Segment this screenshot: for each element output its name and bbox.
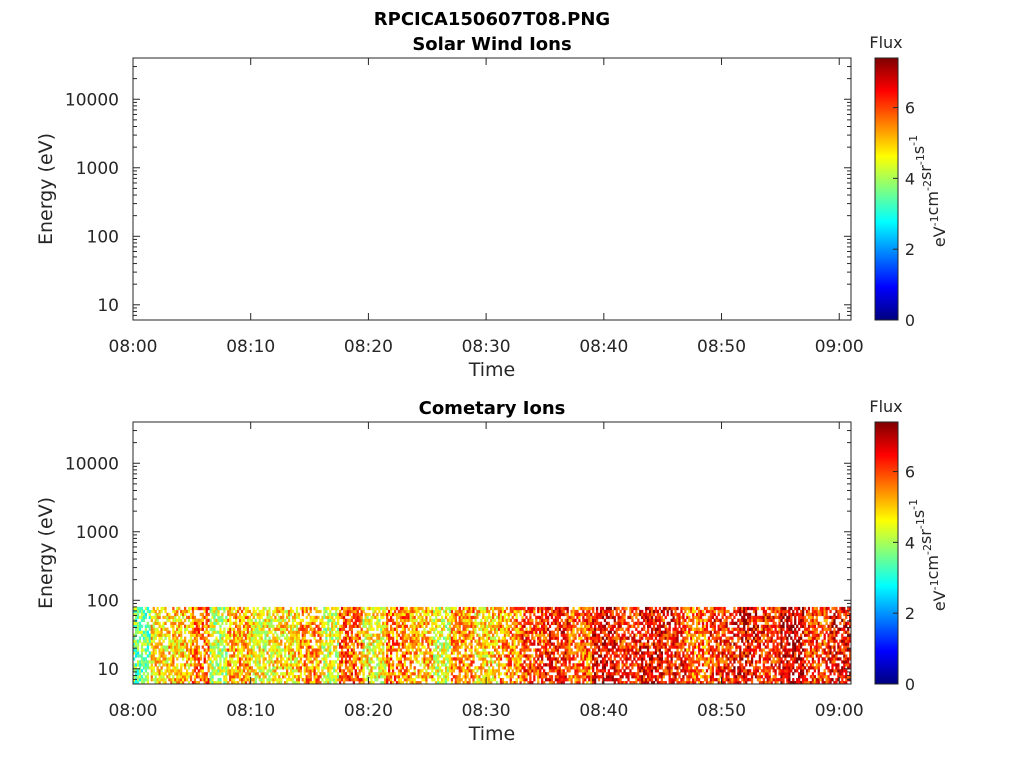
x-tick-label: 09:00 — [815, 337, 864, 357]
flux-block — [521, 606, 546, 685]
x-tick-label: 08:10 — [226, 701, 275, 721]
x-tick-label: 09:00 — [815, 701, 864, 721]
flux-block — [321, 606, 340, 685]
flux-block — [592, 606, 616, 685]
flux-block — [709, 606, 734, 685]
flux-block — [150, 606, 169, 685]
colorbar-unit-label: eV-1cm-2sr-1s-1 — [907, 499, 949, 611]
colorbar-title: Flux — [869, 397, 902, 416]
x-tick-label: 08:30 — [462, 701, 511, 721]
flux-block — [615, 606, 640, 685]
x-tick-label: 08:00 — [109, 701, 158, 721]
flux-block — [362, 606, 387, 685]
spectrogram-data — [133, 606, 852, 685]
panel-cometary: Cometary Ions 10 100 1000 10000 08:00 08:10 08:… — [35, 397, 949, 745]
flux-block — [227, 606, 251, 685]
flux-block — [433, 606, 452, 685]
panel-title: Cometary Ions — [419, 398, 566, 419]
y-axis-label: Energy (eV) — [35, 497, 57, 609]
flux-block — [338, 606, 363, 685]
flux-block — [639, 606, 663, 685]
flux-block — [827, 606, 852, 685]
flux-block — [250, 606, 275, 685]
flux-block — [450, 606, 475, 685]
y-tick-label: 10000 — [65, 454, 119, 474]
x-tick-label: 08:50 — [697, 337, 746, 357]
flux-block — [497, 606, 522, 685]
colorbar-tick-label: 2 — [905, 240, 915, 259]
colorbar-tick-label: 4 — [905, 533, 915, 552]
colorbar-tick-label: 6 — [905, 99, 915, 118]
colorbar-title: Flux — [869, 33, 902, 52]
flux-block — [274, 606, 299, 685]
y-tick-label: 1000 — [76, 523, 119, 543]
flux-block — [209, 606, 228, 685]
flux-block — [133, 606, 151, 685]
flux-block — [568, 606, 593, 685]
x-tick-label: 08:00 — [109, 337, 158, 357]
flux-block — [686, 606, 711, 685]
flux-block — [803, 606, 828, 685]
y-tick-label: 10 — [97, 296, 119, 316]
y-tick-label: 1000 — [76, 159, 119, 179]
x-tick-label: 08:20 — [344, 701, 393, 721]
x-tick-label: 08:10 — [226, 337, 275, 357]
plot-frame — [132, 57, 852, 321]
y-tick-label: 10000 — [65, 90, 119, 110]
colorbar-tick-label: 0 — [905, 311, 915, 330]
panel-solar-wind: Solar Wind Ions 10 100 1000 10000 08:00 08:10 0… — [35, 33, 949, 381]
flux-block — [733, 606, 758, 685]
flux-block — [191, 606, 210, 685]
colorbar-tick-label: 0 — [905, 675, 915, 694]
colorbar-unit-label: eV-1cm-2sr-1s-1 — [907, 135, 949, 247]
y-tick-label: 100 — [87, 227, 119, 247]
x-axis-label: Time — [468, 359, 516, 381]
y-axis-label: Energy (eV) — [35, 133, 57, 245]
flux-block — [544, 606, 569, 685]
flux-block — [780, 606, 805, 685]
colorbar: Flux 0 2 4 6 eV-1cm-2sr-1s-1 — [869, 397, 949, 694]
y-tick-label: 10 — [97, 660, 119, 680]
colorbar-tick-label: 4 — [905, 169, 915, 188]
x-tick-label: 08:50 — [697, 701, 746, 721]
x-tick-label: 08:30 — [462, 337, 511, 357]
flux-block — [168, 606, 193, 685]
colorbar-tick-label: 6 — [905, 463, 915, 482]
flux-block — [409, 606, 434, 685]
flux-block — [297, 606, 322, 685]
x-tick-label: 08:40 — [579, 701, 628, 721]
flux-block — [756, 606, 781, 685]
colorbar-tick-label: 2 — [905, 604, 915, 623]
x-tick-label: 08:20 — [344, 337, 393, 357]
plot-frame — [132, 421, 852, 685]
y-tick-label: 100 — [87, 591, 119, 611]
figure-title: RPCICA150607T08.PNG — [374, 9, 610, 30]
flux-block — [474, 606, 499, 685]
colorbar: Flux 0 2 4 6 eV-1cm-2sr-1s-1 — [869, 33, 949, 330]
flux-block — [386, 606, 410, 685]
x-axis-label: Time — [468, 723, 516, 745]
panel-title: Solar Wind Ions — [412, 34, 571, 55]
x-tick-label: 08:40 — [579, 337, 628, 357]
flux-block — [662, 606, 687, 685]
